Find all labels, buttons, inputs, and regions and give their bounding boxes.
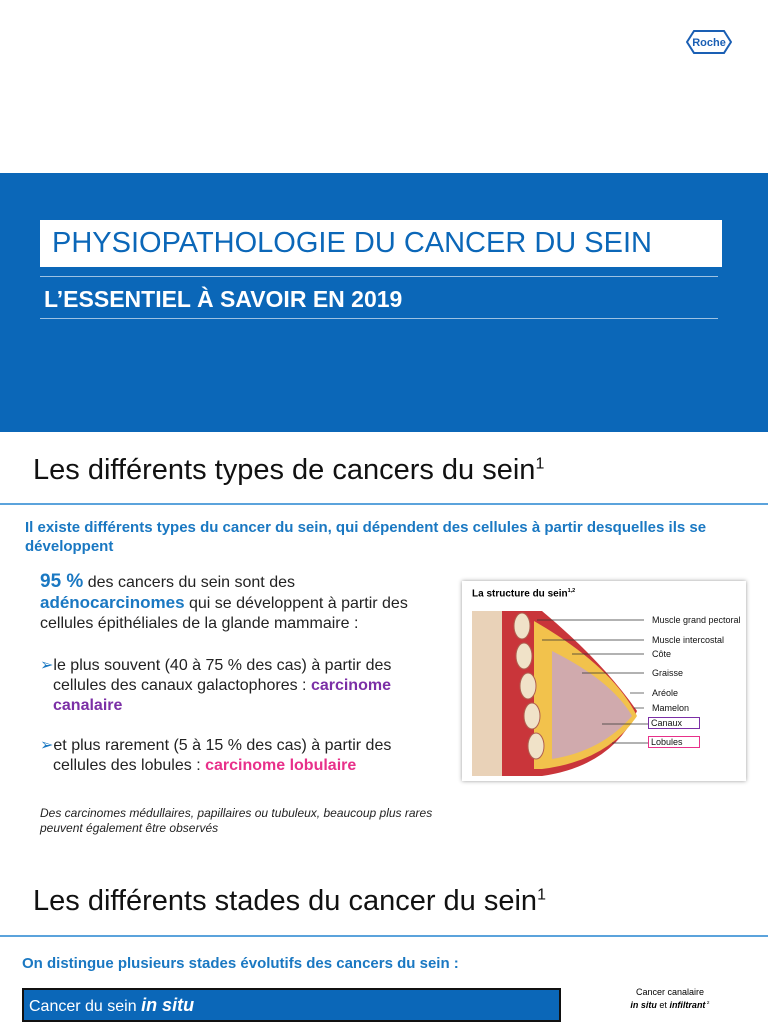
figure: La structure du sein1,2 Muscle grand pec…	[462, 581, 746, 781]
subtitle: L’ESSENTIEL À SAVOIR EN 2019	[44, 286, 403, 312]
figure-label: Aréole	[652, 688, 679, 698]
figure-label: Côte	[652, 649, 672, 659]
section-heading: Les différents types de cancers du sein1	[33, 454, 545, 486]
paragraph: 95 % des cancers du sein sont des adénoc…	[40, 571, 408, 633]
rule	[40, 276, 718, 277]
figure-label: Lobules	[648, 736, 700, 748]
figure-label: Graisse	[652, 668, 684, 678]
figure-label: Muscle intercostal	[652, 635, 725, 645]
bullet: ➢et plus rarement (5 à 15 % des cas) à p…	[40, 737, 392, 774]
rule	[0, 503, 768, 505]
intro: On distingue plusieurs stades évolutifs …	[22, 955, 459, 972]
intro: Il existe différents types du cancer du …	[25, 519, 707, 555]
figure-label: Muscle grand pectoral	[652, 615, 741, 625]
caption: Cancer canalaire in situ et infiltrant 2	[630, 987, 710, 1010]
section-heading: Les différents stades du cancer du sein1	[33, 885, 546, 917]
rule	[0, 935, 768, 937]
illustration	[472, 611, 648, 776]
title: PHYSIOPATHOLOGIE DU CANCER DU SEIN	[40, 220, 722, 267]
figure-label: Mamelon	[652, 703, 690, 713]
bullet: ➢le plus souvent (40 à 75 % des cas) à p…	[40, 657, 392, 714]
logo: Roche	[686, 30, 732, 54]
table-header: Cancer du sein in situ	[22, 988, 561, 1022]
rule	[40, 318, 718, 319]
banner	[0, 173, 768, 432]
logo-text: Roche	[692, 37, 726, 49]
note: Des carcinomes médullaires, papillaires …	[40, 806, 433, 835]
figure-label: Canaux	[648, 717, 700, 729]
figure-title: La structure du sein1,2	[472, 588, 576, 600]
